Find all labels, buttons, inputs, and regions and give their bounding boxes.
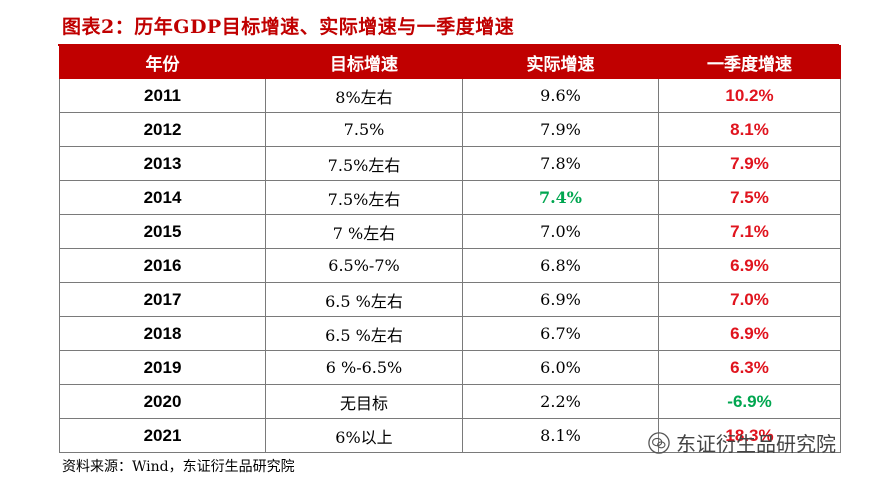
cell-year: 2019	[59, 350, 266, 385]
cell-year: 2012	[59, 112, 266, 147]
table-row: 2012 7.5% 7.9% 8.1%	[59, 112, 841, 147]
table-row: 2020 无目标 2.2% -6.9%	[59, 384, 841, 419]
cell-target-growth: 6 %-6.5%	[265, 350, 463, 385]
cell-actual-growth: 7.9%	[462, 112, 659, 147]
cell-target-growth: 8%左右	[265, 78, 463, 113]
cell-q1-growth: 6.9%	[658, 316, 841, 351]
cell-q1-growth: 6.3%	[658, 350, 841, 385]
gdp-growth-table: 年份 目标增速 实际增速 一季度增速 2011 8%左右 9.6% 10.2% 2012…	[59, 45, 841, 453]
header-year: 年份	[59, 45, 266, 79]
table-row: 2014 7.5%左右 7.4% 7.5%	[59, 180, 841, 215]
watermark: 东证衍生品研究院	[648, 428, 836, 457]
header-q1-growth: 一季度增速	[658, 45, 841, 79]
cell-actual-growth: 6.9%	[462, 282, 659, 317]
cell-q1-growth: 18.3%	[658, 418, 841, 453]
cell-year: 2013	[59, 146, 266, 181]
cell-year: 2011	[59, 78, 266, 113]
cell-target-growth: 7.5%左右	[265, 180, 463, 215]
cell-actual-growth: 2.2%	[462, 384, 659, 419]
cell-actual-growth: 6.7%	[462, 316, 659, 351]
cell-target-growth: 无目标	[265, 384, 463, 419]
cell-target-growth: 6.5 %左右	[265, 316, 463, 351]
table-row: 2021 6%以上 8.1% 18.3%	[59, 418, 841, 453]
cell-target-growth: 7.5%左右	[265, 146, 463, 181]
cell-target-growth: 6.5%-7%	[265, 248, 463, 283]
wechat-icon	[648, 431, 670, 454]
table-row: 2013 7.5%左右 7.8% 7.9%	[59, 146, 841, 181]
header-target-growth: 目标增速	[265, 45, 463, 79]
table-row: 2019 6 %-6.5% 6.0% 6.3%	[59, 350, 841, 385]
header-actual-growth: 实际增速	[462, 45, 659, 79]
cell-year: 2017	[59, 282, 266, 317]
cell-q1-growth: 6.9%	[658, 248, 841, 283]
cell-q1-growth: 7.5%	[658, 180, 841, 215]
table-header-row: 年份 目标增速 实际增速 一季度增速	[59, 45, 841, 79]
cell-q1-growth: 7.0%	[658, 282, 841, 317]
cell-q1-growth: 7.1%	[658, 214, 841, 249]
cell-actual-growth: 9.6%	[462, 78, 659, 113]
cell-actual-growth: 7.0%	[462, 214, 659, 249]
cell-target-growth: 7 %左右	[265, 214, 463, 249]
cell-actual-growth: 8.1%	[462, 418, 659, 453]
table-row: 2016 6.5%-7% 6.8% 6.9%	[59, 248, 841, 283]
cell-target-growth: 6%以上	[265, 418, 463, 453]
cell-target-growth: 7.5%	[265, 112, 463, 147]
cell-year: 2020	[59, 384, 266, 419]
table-row: 2011 8%左右 9.6% 10.2%	[59, 78, 841, 113]
figure-title: 图表2：历年GDP目标增速、实际增速与一季度增速	[62, 16, 515, 38]
source-note: 资料来源：Wind，东证衍生品研究院	[62, 459, 295, 475]
table-row: 2017 6.5 %左右 6.9% 7.0%	[59, 282, 841, 317]
cell-actual-growth: 6.8%	[462, 248, 659, 283]
cell-q1-growth: 7.9%	[658, 146, 841, 181]
cell-actual-growth: 7.4%	[462, 180, 659, 215]
table-row: 2015 7 %左右 7.0% 7.1%	[59, 214, 841, 249]
cell-q1-growth: -6.9%	[658, 384, 841, 419]
cell-year: 2018	[59, 316, 266, 351]
cell-year: 2015	[59, 214, 266, 249]
cell-year: 2014	[59, 180, 266, 215]
table-row: 2018 6.5 %左右 6.7% 6.9%	[59, 316, 841, 351]
cell-target-growth: 6.5 %左右	[265, 282, 463, 317]
cell-year: 2021	[59, 418, 266, 453]
cell-actual-growth: 6.0%	[462, 350, 659, 385]
watermark-text: 东证衍生品研究院	[676, 432, 836, 456]
cell-q1-growth: 8.1%	[658, 112, 841, 147]
cell-q1-growth: 10.2%	[658, 78, 841, 113]
cell-actual-growth: 7.8%	[462, 146, 659, 181]
cell-year: 2016	[59, 248, 266, 283]
